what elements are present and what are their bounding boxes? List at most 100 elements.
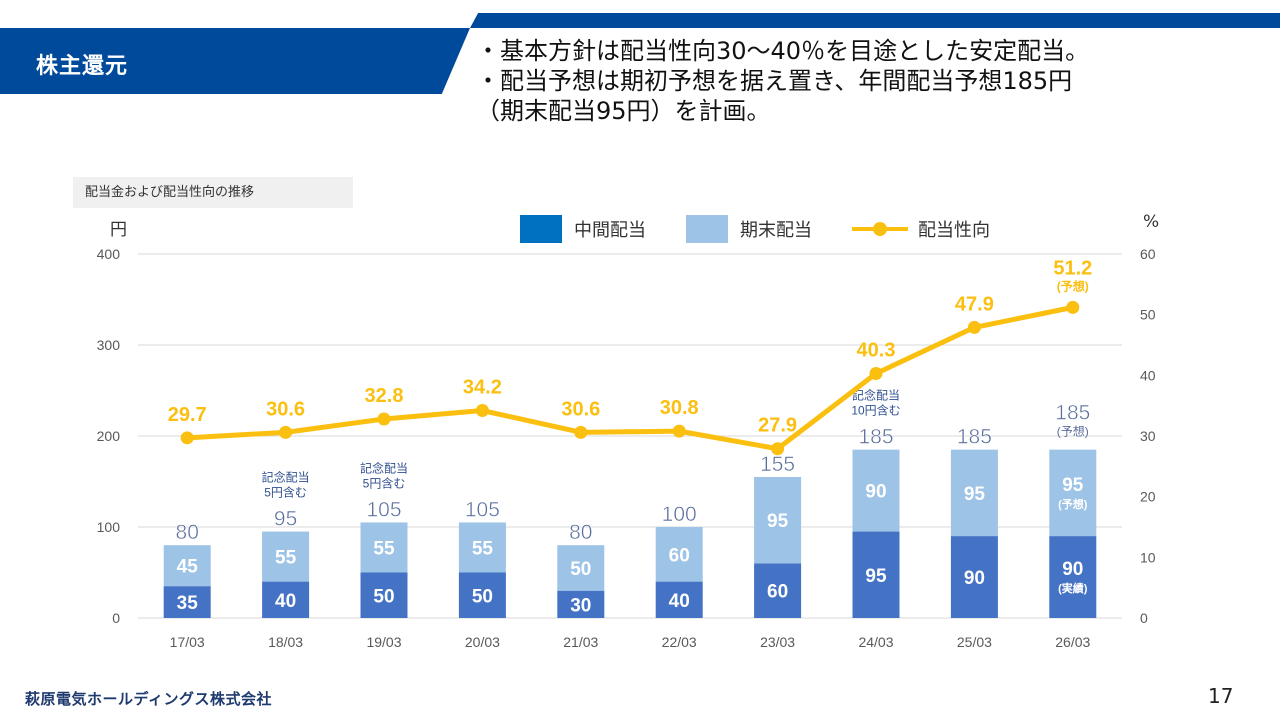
bar-interim-label: 40 — [275, 591, 296, 612]
bar-interim-sublabel: (実績) — [1058, 581, 1088, 595]
right-tick-label: 40 — [1140, 367, 1156, 383]
payout-ratio-label: 32.8 — [365, 385, 404, 407]
bar-year-end — [754, 476, 802, 564]
bar-year-end-sublabel: (予想) — [1058, 497, 1088, 511]
header-bar — [0, 28, 470, 94]
bar-year-end — [852, 449, 900, 532]
legend-line-marker — [852, 215, 908, 243]
bar-year-end-label: 55 — [373, 538, 395, 559]
x-tick-label: 18/03 — [268, 634, 303, 650]
bar-total-label: 105 — [366, 498, 401, 521]
payout-ratio-label: 51.2 — [1053, 257, 1092, 279]
left-tick-label: 100 — [97, 519, 121, 535]
bar-interim-label: 40 — [669, 591, 690, 612]
payout-ratio-point — [574, 425, 588, 439]
bar-year-end — [458, 522, 506, 573]
header-top-stripe — [470, 13, 1280, 28]
chart-legend: 中間配当 期末配当 配当性向 — [520, 215, 1030, 243]
payout-ratio-point — [869, 367, 883, 381]
bar-total-label: 155 — [760, 453, 795, 476]
right-tick-label: 10 — [1140, 549, 1156, 565]
bar-interim — [458, 572, 506, 618]
x-tick-label: 24/03 — [858, 634, 893, 650]
bar-interim — [557, 590, 605, 618]
x-tick-label: 20/03 — [465, 634, 500, 650]
payout-ratio-label: 27.9 — [758, 415, 797, 437]
payout-ratio-label: 40.3 — [857, 340, 896, 362]
bar-year-end-label: 55 — [472, 538, 494, 559]
bar-year-end — [1049, 449, 1097, 537]
bar-year-end-label: 95 — [964, 484, 986, 505]
bar-year-end — [557, 545, 605, 591]
commemorative-note: 記念配当 — [262, 470, 310, 485]
page-title: 株主還元 — [36, 54, 129, 79]
right-tick-label: 0 — [1140, 610, 1148, 626]
x-tick-label: 19/03 — [366, 634, 401, 650]
x-tick-label: 21/03 — [563, 634, 598, 650]
payout-ratio-label: 47.9 — [955, 293, 994, 315]
company-name: 萩原電気ホールディングス株式会社 — [25, 690, 272, 708]
bar-interim — [950, 536, 998, 618]
bar-year-end — [360, 522, 408, 573]
bar-total-sublabel: (予想) — [1057, 424, 1089, 439]
legend-label: 中間配当 — [574, 220, 646, 241]
payout-ratio-label: 30.6 — [266, 398, 305, 420]
chart-caption: 配当金および配当性向の推移 — [73, 177, 353, 208]
bar-year-end — [163, 545, 211, 587]
bar-total-label: 95 — [274, 508, 297, 531]
commemorative-note: 5円含む — [363, 475, 406, 490]
bar-interim — [262, 581, 310, 618]
bar-interim — [852, 531, 900, 618]
bar-year-end-label: 55 — [275, 548, 297, 569]
legend-item-payout: 配当性向 — [852, 215, 990, 243]
bar-total-label: 105 — [465, 498, 500, 521]
bar-interim-label: 95 — [865, 566, 887, 587]
summary-text: ・基本方針は配当性向30～40％を目途とした安定配当。 ・配当予想は期初予想を据… — [476, 36, 1089, 126]
legend-label: 期末配当 — [740, 220, 812, 241]
right-tick-label: 30 — [1140, 428, 1156, 444]
bar-total-label: 185 — [957, 426, 992, 449]
bar-interim — [655, 581, 703, 618]
x-tick-label: 25/03 — [957, 634, 992, 650]
summary-line: ・配当予想は期初予想を据え置き、年間配当予想185円 — [476, 67, 1073, 95]
bar-interim-label: 50 — [373, 586, 394, 607]
bar-interim-label: 90 — [1062, 559, 1083, 580]
x-tick-label: 22/03 — [662, 634, 697, 650]
payout-ratio-point — [967, 320, 981, 334]
right-axis-unit: % — [1143, 212, 1160, 232]
legend-swatch-year-end — [686, 215, 728, 243]
right-tick-label: 20 — [1140, 489, 1156, 505]
commemorative-note: 記念配当 — [360, 460, 408, 475]
x-tick-label: 26/03 — [1055, 634, 1090, 650]
payout-ratio-point — [475, 404, 489, 418]
page-number: 17 — [1208, 684, 1234, 708]
bar-interim-label: 90 — [964, 568, 985, 589]
bar-interim — [360, 572, 408, 618]
bar-year-end-label: 95 — [767, 511, 789, 532]
bar-total-label: 185 — [858, 426, 893, 449]
payout-ratio-label: 30.6 — [561, 398, 600, 420]
bar-year-end-label: 90 — [865, 482, 886, 503]
payout-ratio-point — [377, 412, 391, 426]
left-axis-unit: 円 — [110, 220, 127, 240]
payout-ratio-point — [771, 442, 785, 456]
bar-year-end — [262, 531, 310, 582]
commemorative-note: 5円含む — [264, 485, 307, 500]
legend-item-year-end: 期末配当 — [686, 215, 812, 243]
x-tick-label: 23/03 — [760, 634, 795, 650]
left-tick-label: 400 — [97, 246, 121, 262]
payout-ratio-point — [279, 425, 293, 439]
bar-interim-label: 60 — [767, 582, 788, 603]
bar-year-end — [950, 449, 998, 537]
left-tick-label: 0 — [112, 610, 120, 626]
legend-swatch-interim — [520, 215, 562, 243]
legend-item-interim: 中間配当 — [520, 215, 646, 243]
right-tick-label: 50 — [1140, 307, 1156, 323]
bar-total-label: 80 — [176, 521, 199, 544]
bar-year-end-label: 50 — [570, 559, 591, 580]
payout-ratio-line — [187, 304, 1074, 452]
bar-interim-label: 35 — [177, 593, 199, 614]
payout-ratio-label: 30.8 — [660, 397, 699, 419]
payout-ratio-point — [672, 424, 686, 438]
